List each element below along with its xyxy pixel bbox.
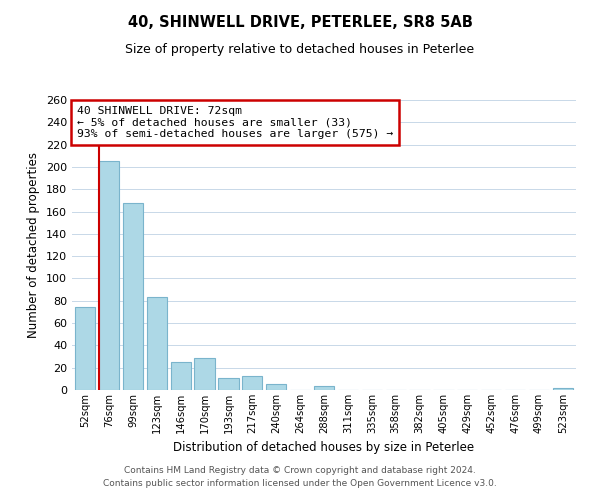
Bar [123, 202, 143, 390]
Bar [242, 376, 262, 390]
Bar [75, 308, 95, 390]
Bar [170, 362, 191, 390]
Y-axis label: Number of detached properties: Number of detached properties [28, 152, 40, 338]
Bar [218, 378, 239, 390]
Text: 40 SHINWELL DRIVE: 72sqm
← 5% of detached houses are smaller (33)
93% of semi-de: 40 SHINWELL DRIVE: 72sqm ← 5% of detache… [77, 106, 393, 139]
Text: Size of property relative to detached houses in Peterlee: Size of property relative to detached ho… [125, 42, 475, 56]
Bar [266, 384, 286, 390]
Bar [146, 298, 167, 390]
X-axis label: Distribution of detached houses by size in Peterlee: Distribution of detached houses by size … [173, 442, 475, 454]
Text: Contains HM Land Registry data © Crown copyright and database right 2024.
Contai: Contains HM Land Registry data © Crown c… [103, 466, 497, 487]
Bar [194, 358, 215, 390]
Text: 40, SHINWELL DRIVE, PETERLEE, SR8 5AB: 40, SHINWELL DRIVE, PETERLEE, SR8 5AB [128, 15, 472, 30]
Bar [553, 388, 573, 390]
Bar [99, 162, 119, 390]
Bar [314, 386, 334, 390]
